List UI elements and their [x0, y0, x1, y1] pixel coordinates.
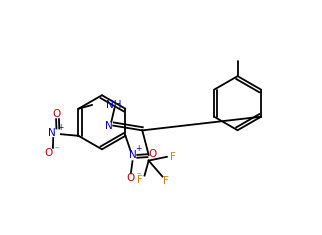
- Text: N: N: [128, 150, 136, 160]
- Text: +: +: [136, 144, 142, 153]
- Text: O: O: [148, 149, 156, 159]
- Text: O: O: [127, 173, 135, 183]
- Text: NH: NH: [106, 100, 121, 110]
- Text: ⁻: ⁻: [54, 146, 59, 155]
- Text: N: N: [105, 121, 113, 131]
- Text: F: F: [137, 175, 143, 185]
- Text: O: O: [44, 148, 52, 158]
- Text: ⁻: ⁻: [137, 171, 141, 180]
- Text: N: N: [48, 128, 56, 138]
- Text: F: F: [163, 176, 169, 186]
- Text: O: O: [52, 110, 60, 119]
- Text: +: +: [58, 123, 64, 132]
- Text: F: F: [170, 152, 175, 162]
